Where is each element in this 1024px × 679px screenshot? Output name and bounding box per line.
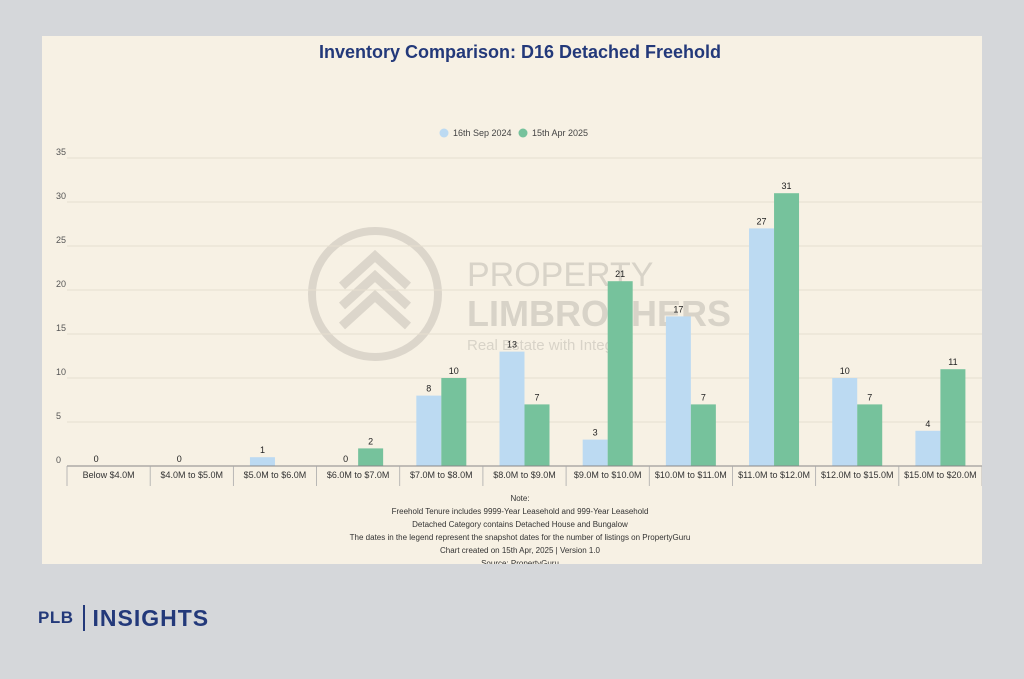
data-label: 27: [757, 216, 767, 226]
chart-notes: Note: Freehold Tenure includes 9999-Year …: [350, 494, 691, 564]
watermark-logo-chevrons: [338, 249, 412, 330]
chart-title: Inventory Comparison: D16 Detached Freeh…: [319, 42, 721, 62]
note-line-3: The dates in the legend represent the sn…: [350, 533, 691, 542]
bar-0-10: [915, 430, 941, 466]
bar-1-9: [857, 404, 883, 466]
brand-insights: INSIGHTS: [92, 604, 210, 631]
data-label: 7: [867, 392, 872, 402]
bar-1-10: [940, 369, 966, 466]
data-label: 21: [615, 269, 625, 279]
bar-0-6: [582, 439, 608, 466]
bar-0-9: [832, 378, 858, 466]
bar-0-4: [416, 395, 442, 466]
x-tick-label: $6.0M to $7.0M: [327, 470, 390, 480]
y-tick-label: 25: [56, 235, 66, 245]
watermark-tagline: Real Estate with Integrity: [467, 337, 633, 354]
x-tick-label: $15.0M to $20.0M: [904, 470, 977, 480]
y-tick-label: 15: [56, 323, 66, 333]
bar-chart: PROPERTY LIMBROTHERS Real Estate with In…: [56, 42, 982, 564]
data-label: 17: [673, 304, 683, 314]
brand-footer: PLB INSIGHTS: [38, 604, 209, 632]
data-label: 10: [840, 366, 850, 376]
legend-label-1: 15th Apr 2025: [532, 128, 588, 138]
y-tick-label: 20: [56, 279, 66, 289]
y-tick-label: 30: [56, 191, 66, 201]
legend: 16th Sep 2024 15th Apr 2025: [439, 128, 588, 138]
bar-0-5: [499, 351, 525, 466]
note-line-5: Source: PropertyGuru: [481, 559, 559, 564]
x-axis: Below $4.0M $4.0M to $5.0M $5.0M to $6.0M $…: [66, 465, 982, 486]
bar-1-6: [607, 281, 633, 466]
bar-1-5: [524, 404, 550, 466]
y-tick-label: 5: [56, 411, 61, 421]
watermark-line2: LIMBROTHERS: [467, 293, 731, 334]
legend-swatch-1: [518, 128, 528, 138]
x-tick-label: $11.0M to $12.0M: [738, 470, 810, 480]
data-label: 0: [343, 454, 348, 464]
note-line-2: Detached Category contains Detached Hous…: [412, 520, 628, 529]
bar-1-3: [358, 448, 384, 466]
data-label: 11: [948, 357, 957, 367]
data-label: 13: [507, 340, 517, 350]
x-tick-label: $10.0M to $11.0M: [655, 470, 727, 480]
data-label: 10: [449, 366, 459, 376]
data-label: 3: [593, 428, 598, 438]
data-label: 0: [94, 454, 99, 464]
data-label: 8: [426, 384, 431, 394]
data-label: 1: [260, 445, 265, 455]
watermark-logo-ring: [308, 227, 442, 361]
note-line-4: Chart created on 15th Apr, 2025 | Versio…: [440, 546, 601, 555]
y-axis-ticks: 0 5 10 15 20 25 30 35: [56, 147, 66, 465]
legend-label-0: 16th Sep 2024: [453, 128, 512, 138]
data-label: 7: [534, 392, 539, 402]
y-tick-label: 0: [56, 455, 61, 465]
brand-plb: PLB: [38, 608, 74, 627]
data-label: 2: [368, 436, 373, 446]
x-tick-label: $7.0M to $8.0M: [410, 470, 473, 480]
data-label: 0: [177, 454, 182, 464]
bar-1-7: [690, 404, 716, 466]
bar-0-2: [249, 457, 275, 466]
note-line-0: Note:: [510, 494, 529, 503]
x-tick-label: $5.0M to $6.0M: [244, 470, 307, 480]
legend-swatch-0: [439, 128, 449, 138]
x-tick-label: Below $4.0M: [83, 470, 135, 480]
x-tick-label: $8.0M to $9.0M: [493, 470, 556, 480]
x-tick-label: $4.0M to $5.0M: [160, 470, 223, 480]
data-label: 7: [701, 392, 706, 402]
data-label: 31: [782, 181, 792, 191]
bar-1-4: [441, 378, 467, 466]
x-tick-label: $12.0M to $15.0M: [821, 470, 894, 480]
bar-1-8: [774, 193, 800, 466]
data-label: 4: [925, 419, 930, 429]
y-tick-label: 35: [56, 147, 66, 157]
bar-0-7: [665, 316, 691, 466]
y-tick-label: 10: [56, 367, 66, 377]
bar-0-8: [749, 228, 775, 466]
brand-divider: [82, 605, 85, 631]
note-line-1: Freehold Tenure includes 9999-Year Lease…: [392, 507, 649, 516]
x-tick-label: $9.0M to $10.0M: [574, 470, 642, 480]
chart-panel: PROPERTY LIMBROTHERS Real Estate with In…: [42, 36, 982, 564]
